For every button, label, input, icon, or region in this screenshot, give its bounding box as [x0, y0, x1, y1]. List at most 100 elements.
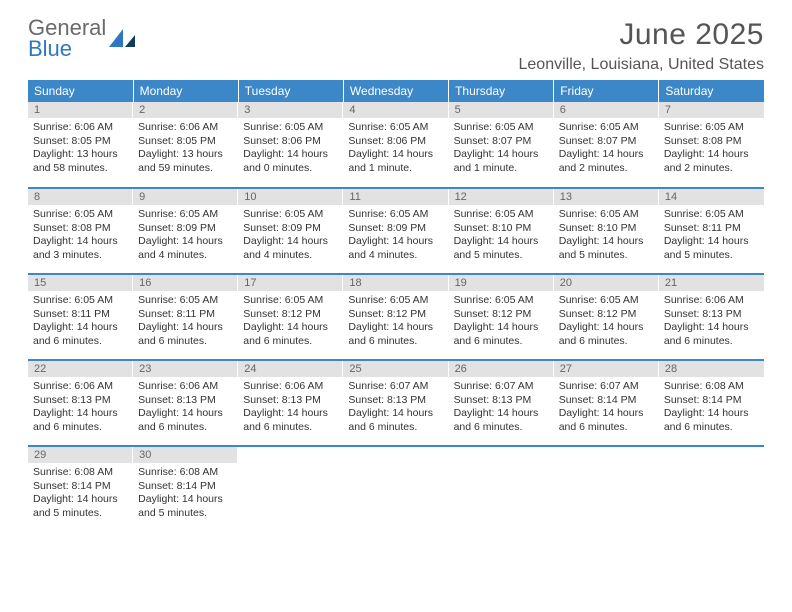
daylight-line: Daylight: 14 hours and 5 minutes. — [138, 493, 233, 520]
calendar-day-cell: 23Sunrise: 6:06 AMSunset: 8:13 PMDayligh… — [133, 360, 238, 446]
sunset-line: Sunset: 8:08 PM — [33, 222, 128, 236]
sunrise-line: Sunrise: 6:07 AM — [454, 380, 549, 394]
sunrise-line: Sunrise: 6:05 AM — [664, 208, 759, 222]
calendar-day-cell: 15Sunrise: 6:05 AMSunset: 8:11 PMDayligh… — [28, 274, 133, 360]
day-number: 6 — [554, 102, 659, 118]
calendar-day-cell: 30Sunrise: 6:08 AMSunset: 8:14 PMDayligh… — [133, 446, 238, 532]
location-subtitle: Leonville, Louisiana, United States — [519, 56, 765, 74]
day-number: 12 — [449, 189, 554, 205]
day-number: 4 — [343, 102, 448, 118]
sunset-line: Sunset: 8:11 PM — [33, 308, 128, 322]
calendar-day-cell: 26Sunrise: 6:07 AMSunset: 8:13 PMDayligh… — [449, 360, 554, 446]
day-content: Sunrise: 6:05 AMSunset: 8:06 PMDaylight:… — [343, 118, 448, 179]
calendar-day-cell: 27Sunrise: 6:07 AMSunset: 8:14 PMDayligh… — [554, 360, 659, 446]
sunrise-line: Sunrise: 6:07 AM — [559, 380, 654, 394]
sunset-line: Sunset: 8:09 PM — [348, 222, 443, 236]
calendar-week-row: 15Sunrise: 6:05 AMSunset: 8:11 PMDayligh… — [28, 274, 764, 360]
sunrise-line: Sunrise: 6:05 AM — [348, 294, 443, 308]
sunset-line: Sunset: 8:13 PM — [138, 394, 233, 408]
day-number: 16 — [133, 275, 238, 291]
sunrise-line: Sunrise: 6:06 AM — [33, 121, 128, 135]
calendar-day-cell: 4Sunrise: 6:05 AMSunset: 8:06 PMDaylight… — [343, 102, 448, 188]
sunset-line: Sunset: 8:09 PM — [243, 222, 338, 236]
day-content: Sunrise: 6:06 AMSunset: 8:05 PMDaylight:… — [28, 118, 133, 179]
sunrise-line: Sunrise: 6:05 AM — [454, 294, 549, 308]
daylight-line: Daylight: 14 hours and 5 minutes. — [559, 235, 654, 262]
day-content: Sunrise: 6:05 AMSunset: 8:06 PMDaylight:… — [238, 118, 343, 179]
day-number: 25 — [343, 361, 448, 377]
weekday-header-row: Sunday Monday Tuesday Wednesday Thursday… — [28, 80, 764, 102]
calendar-day-cell: 10Sunrise: 6:05 AMSunset: 8:09 PMDayligh… — [238, 188, 343, 274]
calendar-day-cell — [343, 446, 448, 532]
calendar-day-cell: 25Sunrise: 6:07 AMSunset: 8:13 PMDayligh… — [343, 360, 448, 446]
sunset-line: Sunset: 8:06 PM — [243, 135, 338, 149]
day-number: 10 — [238, 189, 343, 205]
day-number: 24 — [238, 361, 343, 377]
weekday-header: Tuesday — [238, 80, 343, 102]
day-content: Sunrise: 6:05 AMSunset: 8:09 PMDaylight:… — [133, 205, 238, 266]
day-content: Sunrise: 6:05 AMSunset: 8:11 PMDaylight:… — [28, 291, 133, 352]
sunset-line: Sunset: 8:13 PM — [348, 394, 443, 408]
calendar-week-row: 29Sunrise: 6:08 AMSunset: 8:14 PMDayligh… — [28, 446, 764, 532]
sunset-line: Sunset: 8:11 PM — [138, 308, 233, 322]
sunrise-line: Sunrise: 6:06 AM — [664, 294, 759, 308]
day-content: Sunrise: 6:06 AMSunset: 8:13 PMDaylight:… — [28, 377, 133, 438]
daylight-line: Daylight: 14 hours and 2 minutes. — [664, 148, 759, 175]
brand-name-part2: Blue — [28, 36, 72, 61]
brand-logo: General Blue — [28, 18, 137, 60]
sunrise-line: Sunrise: 6:05 AM — [454, 121, 549, 135]
sunset-line: Sunset: 8:05 PM — [33, 135, 128, 149]
daylight-line: Daylight: 14 hours and 6 minutes. — [138, 321, 233, 348]
day-content: Sunrise: 6:05 AMSunset: 8:10 PMDaylight:… — [449, 205, 554, 266]
sunset-line: Sunset: 8:11 PM — [664, 222, 759, 236]
sunset-line: Sunset: 8:13 PM — [33, 394, 128, 408]
daylight-line: Daylight: 14 hours and 6 minutes. — [243, 321, 338, 348]
sunset-line: Sunset: 8:13 PM — [243, 394, 338, 408]
calendar-day-cell: 12Sunrise: 6:05 AMSunset: 8:10 PMDayligh… — [449, 188, 554, 274]
day-content: Sunrise: 6:07 AMSunset: 8:14 PMDaylight:… — [554, 377, 659, 438]
sunrise-line: Sunrise: 6:05 AM — [243, 208, 338, 222]
sunrise-line: Sunrise: 6:05 AM — [33, 208, 128, 222]
daylight-line: Daylight: 14 hours and 6 minutes. — [33, 407, 128, 434]
sunset-line: Sunset: 8:07 PM — [559, 135, 654, 149]
daylight-line: Daylight: 14 hours and 6 minutes. — [138, 407, 233, 434]
daylight-line: Daylight: 14 hours and 6 minutes. — [664, 321, 759, 348]
daylight-line: Daylight: 14 hours and 6 minutes. — [454, 321, 549, 348]
daylight-line: Daylight: 13 hours and 59 minutes. — [138, 148, 233, 175]
sunset-line: Sunset: 8:08 PM — [664, 135, 759, 149]
sunrise-line: Sunrise: 6:07 AM — [348, 380, 443, 394]
day-content: Sunrise: 6:05 AMSunset: 8:10 PMDaylight:… — [554, 205, 659, 266]
sunset-line: Sunset: 8:12 PM — [348, 308, 443, 322]
day-number: 3 — [238, 102, 343, 118]
day-content: Sunrise: 6:08 AMSunset: 8:14 PMDaylight:… — [659, 377, 764, 438]
sunset-line: Sunset: 8:05 PM — [138, 135, 233, 149]
day-content: Sunrise: 6:07 AMSunset: 8:13 PMDaylight:… — [343, 377, 448, 438]
calendar-day-cell: 5Sunrise: 6:05 AMSunset: 8:07 PMDaylight… — [449, 102, 554, 188]
day-content: Sunrise: 6:05 AMSunset: 8:09 PMDaylight:… — [238, 205, 343, 266]
calendar-day-cell — [449, 446, 554, 532]
daylight-line: Daylight: 14 hours and 6 minutes. — [243, 407, 338, 434]
sunset-line: Sunset: 8:06 PM — [348, 135, 443, 149]
sunset-line: Sunset: 8:10 PM — [559, 222, 654, 236]
sunrise-line: Sunrise: 6:05 AM — [559, 121, 654, 135]
daylight-line: Daylight: 14 hours and 4 minutes. — [243, 235, 338, 262]
day-number: 1 — [28, 102, 133, 118]
day-number: 30 — [133, 447, 238, 463]
title-block: June 2025 Leonville, Louisiana, United S… — [519, 18, 765, 74]
daylight-line: Daylight: 14 hours and 0 minutes. — [243, 148, 338, 175]
day-number: 26 — [449, 361, 554, 377]
daylight-line: Daylight: 14 hours and 6 minutes. — [454, 407, 549, 434]
sunrise-line: Sunrise: 6:08 AM — [138, 466, 233, 480]
calendar-day-cell: 1Sunrise: 6:06 AMSunset: 8:05 PMDaylight… — [28, 102, 133, 188]
calendar-day-cell: 28Sunrise: 6:08 AMSunset: 8:14 PMDayligh… — [659, 360, 764, 446]
day-content: Sunrise: 6:06 AMSunset: 8:05 PMDaylight:… — [133, 118, 238, 179]
calendar-week-row: 22Sunrise: 6:06 AMSunset: 8:13 PMDayligh… — [28, 360, 764, 446]
calendar-day-cell: 9Sunrise: 6:05 AMSunset: 8:09 PMDaylight… — [133, 188, 238, 274]
daylight-line: Daylight: 14 hours and 6 minutes. — [348, 407, 443, 434]
calendar-day-cell: 17Sunrise: 6:05 AMSunset: 8:12 PMDayligh… — [238, 274, 343, 360]
day-content: Sunrise: 6:05 AMSunset: 8:12 PMDaylight:… — [238, 291, 343, 352]
day-content: Sunrise: 6:05 AMSunset: 8:07 PMDaylight:… — [449, 118, 554, 179]
sunset-line: Sunset: 8:12 PM — [454, 308, 549, 322]
sunrise-line: Sunrise: 6:05 AM — [454, 208, 549, 222]
page: General Blue June 2025 Leonville, Louisi… — [0, 0, 792, 542]
